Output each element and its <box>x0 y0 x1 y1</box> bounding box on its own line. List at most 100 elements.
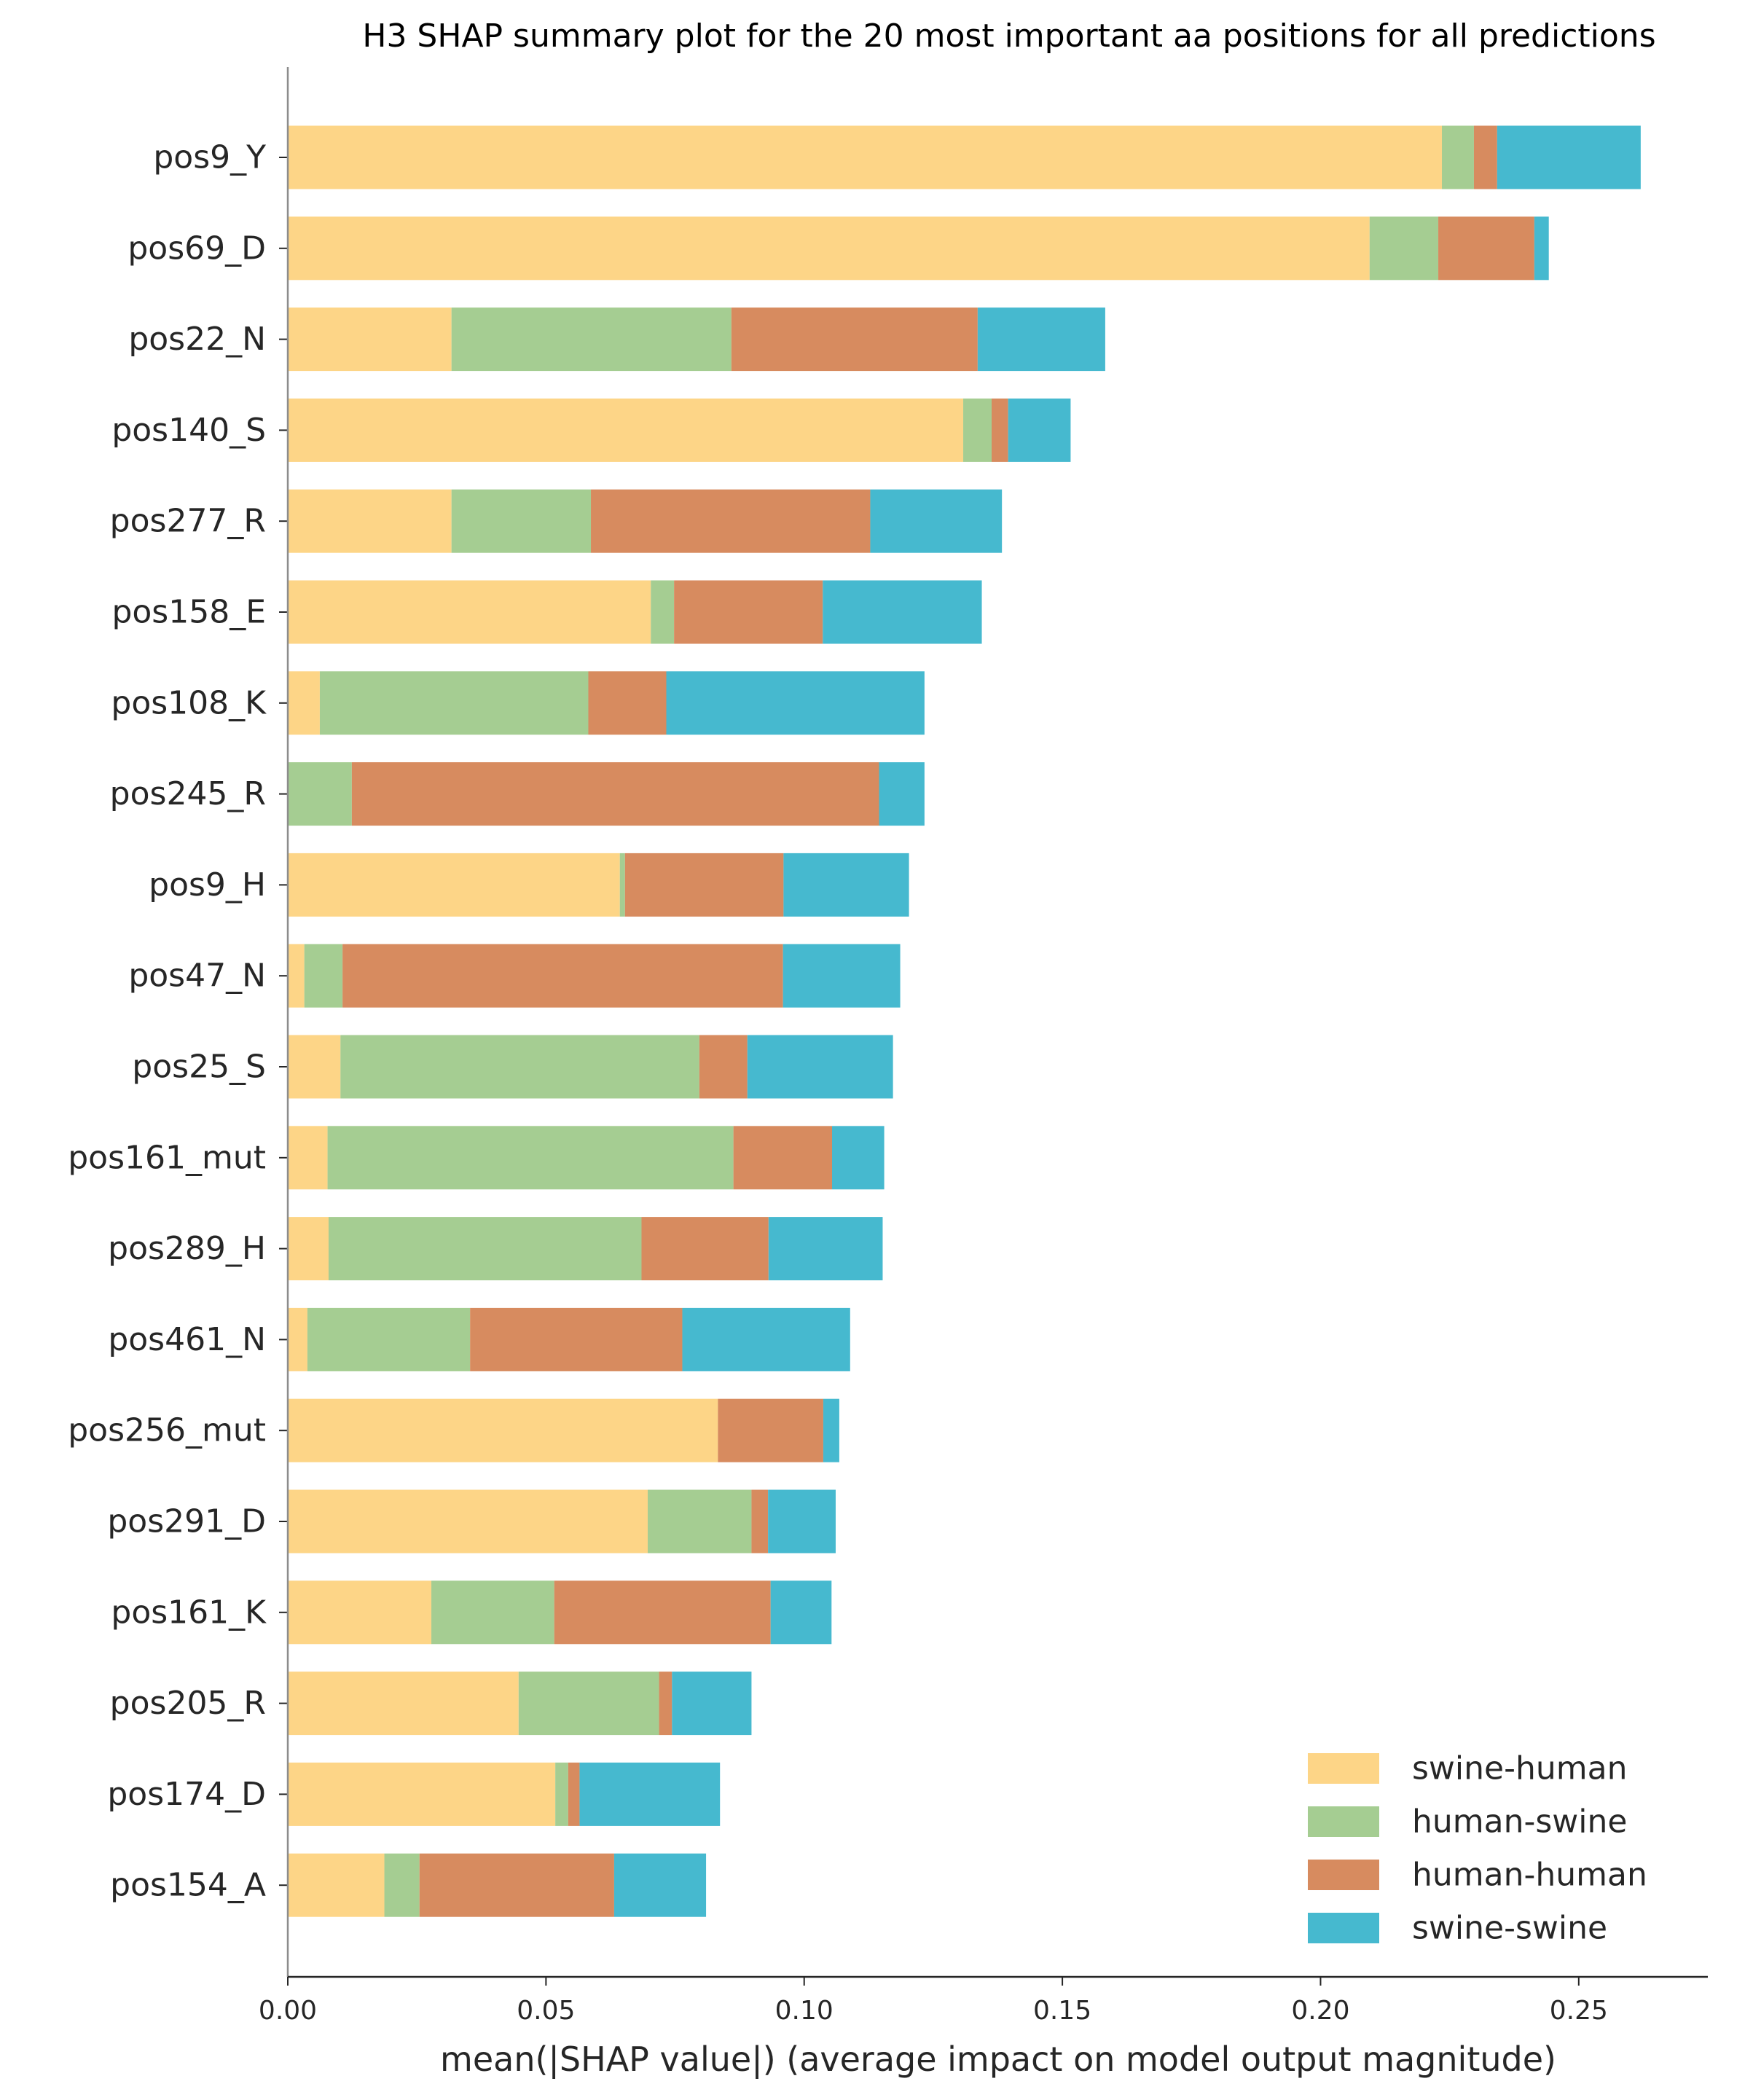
category-label: pos277_R <box>110 503 266 540</box>
bar-segment <box>288 1035 341 1099</box>
bar-segment <box>733 1126 832 1190</box>
bar-segment <box>674 580 823 644</box>
bar-segment <box>666 671 925 735</box>
category-label: pos205_R <box>110 1685 266 1722</box>
bar-segment <box>783 853 909 917</box>
bar-segment <box>682 1307 850 1371</box>
bar-segment <box>304 944 343 1008</box>
bar-segment <box>870 489 1003 553</box>
bar-segment <box>718 1398 823 1462</box>
bar-segment <box>288 1126 328 1190</box>
bar-segment <box>823 1398 839 1462</box>
bar-segment <box>288 307 452 372</box>
legend-swatch <box>1308 1860 1379 1890</box>
bar-segment <box>963 398 992 462</box>
bar-segment <box>431 1580 554 1645</box>
category-label: pos291_D <box>107 1503 266 1540</box>
legend-label: human-human <box>1412 1857 1647 1894</box>
legend-label: swine-human <box>1412 1750 1627 1787</box>
bar-segment <box>288 1307 307 1371</box>
x-tick-label: 0.15 <box>1033 1996 1091 2026</box>
bar-segment <box>518 1672 659 1736</box>
bar-segment <box>288 853 620 917</box>
category-label: pos47_N <box>128 957 266 995</box>
category-label: pos174_D <box>107 1776 266 1813</box>
bar-segment <box>659 1672 672 1736</box>
bar-segment <box>307 1307 471 1371</box>
bar-segment <box>554 1580 771 1645</box>
bar-segment <box>288 125 1443 189</box>
category-label: pos69_D <box>128 230 266 267</box>
bar-segment <box>288 580 651 644</box>
chart-title: H3 SHAP summary plot for the 20 most imp… <box>362 17 1655 55</box>
bar-segment <box>351 762 879 826</box>
bar-segment <box>288 1672 519 1736</box>
category-label: pos25_S <box>132 1049 266 1086</box>
bar-segment <box>451 489 592 553</box>
bar-segment <box>288 489 452 553</box>
x-tick-label: 0.00 <box>259 1996 317 2026</box>
bar-segment <box>770 1580 832 1645</box>
bar-segment <box>1008 398 1071 462</box>
bar-segment <box>288 1580 432 1645</box>
bar-segment <box>823 580 982 644</box>
bar-segment <box>699 1035 748 1099</box>
legend-swatch <box>1308 1753 1379 1784</box>
category-label: pos256_mut <box>68 1412 266 1449</box>
bar-segment <box>977 307 1105 372</box>
legend-label: swine-swine <box>1412 1910 1607 1947</box>
bar-segment <box>1438 216 1534 281</box>
bar-segment <box>832 1126 885 1190</box>
legend-swatch <box>1308 1806 1379 1837</box>
bar-segment <box>613 1853 707 1917</box>
category-label: pos161_K <box>111 1594 267 1631</box>
bar-segment <box>747 1035 893 1099</box>
bar-segment <box>288 1398 718 1462</box>
bar-segment <box>731 307 978 372</box>
category-label: pos158_E <box>111 594 266 631</box>
bar-segment <box>288 944 305 1008</box>
bar-segment <box>783 944 901 1008</box>
bar-segment <box>288 1489 648 1554</box>
category-label: pos9_H <box>149 866 266 904</box>
bar-segment <box>319 671 589 735</box>
bar-segment <box>647 1489 752 1554</box>
legend: swine-human human-swine human-human swine-s… <box>1308 1750 1647 1947</box>
bar-segment <box>879 762 925 826</box>
bar-segment <box>1442 125 1474 189</box>
bar-segment <box>340 1035 699 1099</box>
bar-segment <box>568 1762 580 1826</box>
category-label: pos22_N <box>128 321 266 358</box>
bar-segment <box>1369 216 1439 281</box>
category-label: pos9_Y <box>153 139 266 176</box>
bar-segment <box>555 1762 568 1826</box>
bar-segment <box>1473 125 1497 189</box>
legend-label: human-swine <box>1412 1803 1627 1841</box>
x-tick-label: 0.10 <box>775 1996 834 2026</box>
legend-swatch <box>1308 1913 1379 1943</box>
category-label: pos245_R <box>110 775 266 812</box>
bar-segment <box>384 1853 420 1917</box>
bar-segment <box>288 762 352 826</box>
bar-segment <box>579 1762 721 1826</box>
x-tick-label: 0.20 <box>1291 1996 1349 2026</box>
bar-segment <box>288 671 320 735</box>
bar-segment <box>1497 125 1641 189</box>
bar-segment <box>992 398 1008 462</box>
bar-segment <box>419 1853 614 1917</box>
bar-segment <box>288 1217 329 1281</box>
category-label: pos161_mut <box>68 1139 266 1176</box>
bar-segment <box>288 398 964 462</box>
bar-segment <box>288 216 1370 281</box>
bar-segment <box>451 307 732 372</box>
bar-segment <box>768 1217 883 1281</box>
bar-group <box>288 125 1641 1917</box>
bar-segment <box>328 1217 642 1281</box>
bar-segment <box>342 944 783 1008</box>
x-axis-title: mean(|SHAP value|) (average impact on mo… <box>440 2040 1556 2080</box>
bar-segment <box>588 671 667 735</box>
bar-segment <box>624 853 784 917</box>
x-tick-label: 0.25 <box>1550 1996 1608 2026</box>
bar-segment <box>591 489 871 553</box>
